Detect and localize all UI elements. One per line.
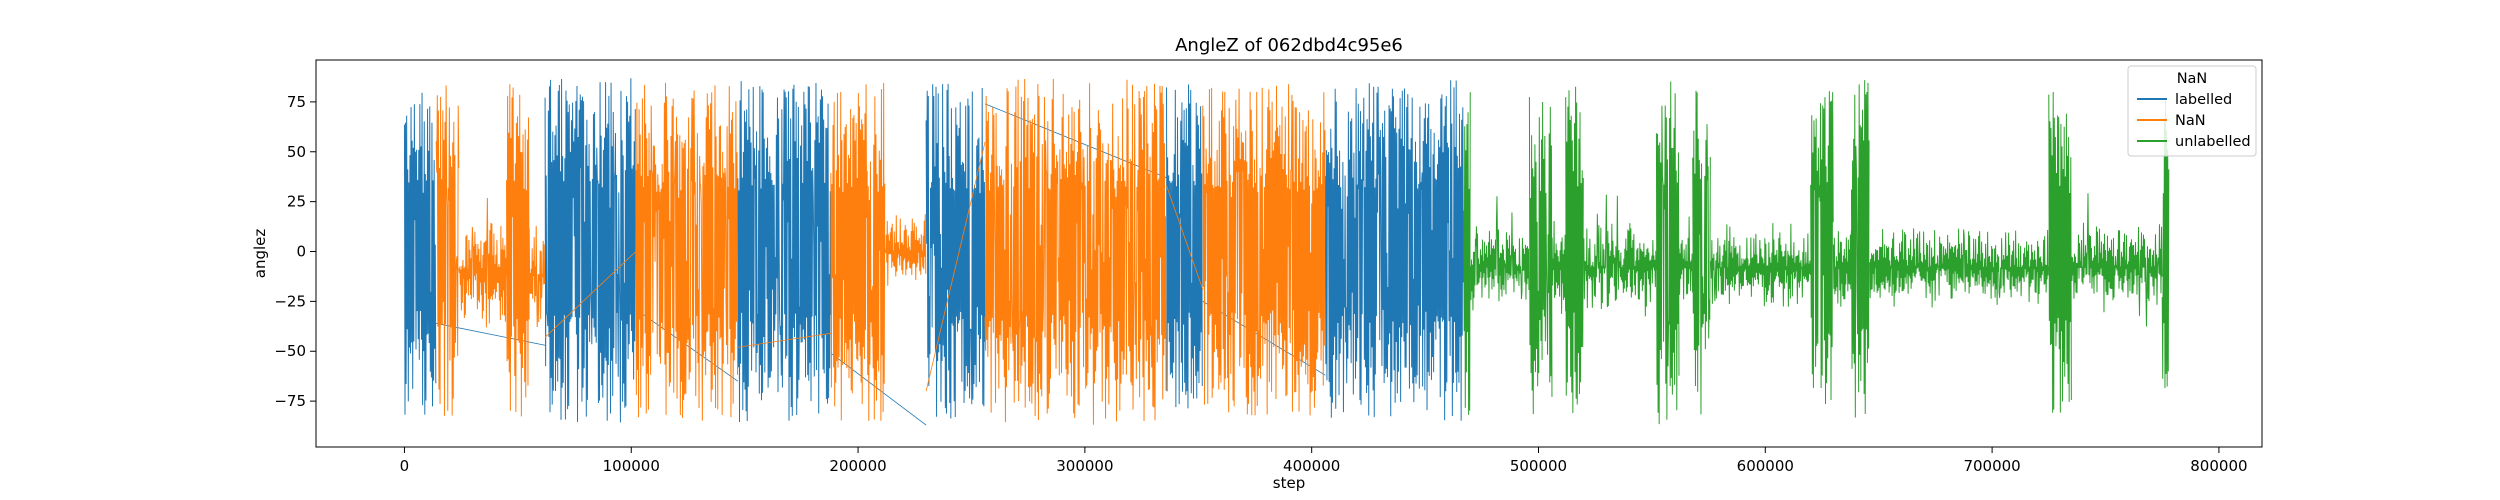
legend: NaN labelled NaN unlabelled [2127, 65, 2257, 157]
series-nan-segment [528, 225, 546, 327]
series-layer [403, 78, 2170, 426]
series-labelled-segment [403, 92, 437, 415]
series-labelled-segment [737, 81, 832, 422]
x-tick-label: 600000 [1737, 457, 1794, 475]
x-tick-label: 300000 [1056, 457, 1113, 475]
y-tick-label: 0 [296, 243, 306, 261]
series-nan-segment [458, 197, 507, 328]
series-unlabelled-segment [1655, 81, 1680, 425]
series-labelled-connector [984, 103, 1167, 179]
series-nan-connector [925, 141, 986, 392]
series-labelled-segment [1324, 80, 1464, 421]
series-unlabelled-segment [1565, 86, 1584, 414]
y-axis-label: anglez [251, 229, 269, 279]
x-tick-label: 800000 [2190, 457, 2247, 475]
x-axis: 0 100000 200000 300000 400000 500000 600000 700… [400, 447, 2248, 475]
series-nan-segment [884, 214, 927, 286]
legend-label: NaN [2175, 113, 2206, 129]
legend-title: NaN [2177, 71, 2208, 87]
legend-label: unlabelled [2175, 134, 2251, 150]
series-nan-segment [984, 78, 1167, 425]
series-unlabelled-segment [1850, 80, 1870, 418]
series-nan-segment [635, 82, 739, 421]
legend-label: labelled [2175, 92, 2232, 108]
series-unlabelled-segment [1692, 90, 1711, 415]
y-tick-label: 75 [287, 93, 306, 111]
x-axis-label: step [1273, 474, 1305, 492]
x-tick-label: 700000 [1963, 457, 2020, 475]
series-nan-segment [435, 85, 460, 416]
series-unlabelled-segment [1869, 228, 2050, 308]
y-tick-label: −25 [274, 292, 306, 310]
y-tick-label: −75 [274, 392, 306, 410]
series-unlabelled-segment [1678, 216, 1694, 300]
series-unlabelled-segment [1463, 92, 1471, 415]
x-tick-label: 200000 [829, 457, 886, 475]
series-nan-connector [544, 251, 637, 338]
plot-frame [315, 59, 2263, 448]
series-nan-connector [737, 332, 831, 348]
series-nan-connector [1166, 185, 1204, 290]
series-unlabelled [1463, 80, 2170, 425]
x-tick-label: 100000 [603, 457, 660, 475]
y-tick-label: 25 [287, 193, 306, 211]
y-axis: −75 −50 −25 0 25 50 75 [274, 93, 316, 410]
series-unlabelled-segment [1551, 220, 1567, 314]
chart-title: AngleZ of 062dbd4c95e6 [1175, 35, 1403, 56]
x-tick-label: 0 [400, 457, 410, 475]
series-labelled-segment [925, 83, 986, 419]
x-tick-label: 400000 [1283, 457, 1340, 475]
series-nan-segment [830, 82, 886, 421]
legend-box [2127, 65, 2257, 157]
series-unlabelled-segment [1469, 196, 1530, 311]
series-unlabelled-segment [1528, 97, 1553, 415]
series-labelled-segment [544, 78, 636, 423]
series-nan [435, 78, 1326, 425]
series-unlabelled-segment [2070, 193, 2163, 327]
series-labelled-segment [1166, 84, 1203, 409]
series-nan-segment [506, 84, 530, 417]
x-tick-label: 500000 [1510, 457, 1567, 475]
series-unlabelled-segment [1583, 194, 1657, 317]
series-unlabelled-segment [1710, 223, 1811, 307]
y-tick-label: 50 [287, 143, 306, 161]
y-tick-label: −50 [274, 342, 306, 360]
series-nan-segment [1202, 84, 1326, 416]
series-unlabelled-segment [1810, 91, 1834, 404]
series-unlabelled-segment [2048, 91, 2072, 413]
series-unlabelled-segment [1832, 230, 1852, 307]
